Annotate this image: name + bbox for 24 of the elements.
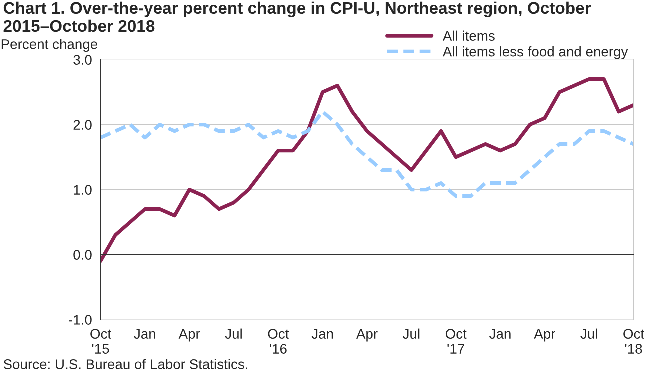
y-tick-label: 2.0 xyxy=(74,120,92,130)
x-tick-label: Oct '15 xyxy=(90,329,112,354)
x-tick-label: Jan xyxy=(490,329,511,339)
x-tick-label: Jul xyxy=(403,328,420,339)
x-tick-label: Apr xyxy=(178,329,200,342)
x-tick-label: Apr xyxy=(534,329,556,342)
legend-label: All items less food and energy xyxy=(442,46,628,60)
x-tick-label: Apr xyxy=(356,329,378,342)
y-tick-label: 1.0 xyxy=(74,185,92,195)
x-tick-label: Oct '16 xyxy=(268,329,290,354)
x-tick-label: Jul xyxy=(225,328,242,339)
x-tick-label: Jan xyxy=(312,329,334,339)
y-tick-label: -1.0 xyxy=(69,315,92,325)
x-tick-label: Oct '18 xyxy=(624,329,644,354)
x-tick-label: Oct '17 xyxy=(446,329,467,354)
line-series xyxy=(100,78,634,264)
y-tick-label: 3.0 xyxy=(74,55,92,66)
x-tick-label: Jul xyxy=(580,328,598,339)
line-series xyxy=(100,110,634,198)
y-axis-title: Percent change xyxy=(2,39,98,52)
source-note: Source: U.S. Bureau of Labor Statistics. xyxy=(4,359,248,370)
x-tick-label: Jan xyxy=(134,329,156,339)
y-tick-label: 0.0 xyxy=(74,250,92,260)
legend-label: All items xyxy=(442,30,495,42)
